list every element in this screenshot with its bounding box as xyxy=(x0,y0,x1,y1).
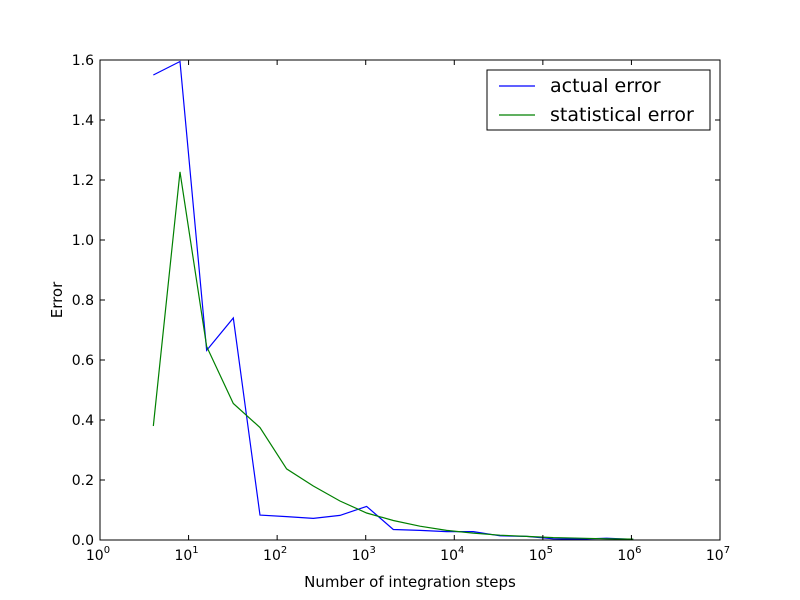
legend: actual error statistical error xyxy=(486,69,711,131)
legend-label-statistical-error: statistical error xyxy=(550,104,694,126)
x-tick-label: 102 xyxy=(263,545,287,564)
x-tick-label-base: 10 xyxy=(529,548,547,564)
y-tick-label: 0.0 xyxy=(72,533,94,549)
y-tick-label: 0.8 xyxy=(72,293,94,309)
y-axis-label: Error xyxy=(48,281,66,318)
legend-box xyxy=(486,69,711,131)
x-tick-label-exponent: 1 xyxy=(192,545,198,556)
y-tick-label: 1.4 xyxy=(72,113,94,129)
x-tick-label-base: 10 xyxy=(352,548,370,564)
x-tick-label-base: 10 xyxy=(617,548,635,564)
x-tick-label: 101 xyxy=(174,545,198,564)
x-tick-label-exponent: 0 xyxy=(104,545,110,556)
y-tick-label: 0.4 xyxy=(72,413,94,429)
ticks-layer: 100 101 102 103 104 105 106 1070.00.20.40.60.81… xyxy=(72,53,730,564)
x-tick-label: 105 xyxy=(529,545,553,564)
x-tick-label-exponent: 5 xyxy=(547,545,553,556)
x-tick-label: 106 xyxy=(617,545,641,564)
series-line-statistical-error xyxy=(152,171,634,540)
y-tick-label: 1.2 xyxy=(72,173,94,189)
legend-label-actual-error: actual error xyxy=(550,75,661,97)
x-tick-label: 100 xyxy=(86,545,110,564)
y-tick-label: 0.6 xyxy=(72,353,94,369)
x-tick-label-exponent: 7 xyxy=(724,545,730,556)
x-tick-label-base: 10 xyxy=(263,548,281,564)
x-tick-label-base: 10 xyxy=(706,548,724,564)
series-layer xyxy=(152,60,634,540)
x-axis-label: Number of integration steps xyxy=(304,573,516,591)
x-tick-label: 107 xyxy=(706,545,730,564)
x-tick-label-base: 10 xyxy=(86,548,104,564)
y-tick-label: 1.6 xyxy=(72,53,94,69)
x-tick-label-exponent: 2 xyxy=(281,545,287,556)
x-tick-label: 103 xyxy=(352,545,376,564)
x-tick-label-exponent: 4 xyxy=(458,545,464,556)
y-tick-label: 0.2 xyxy=(72,473,94,489)
x-tick-label-exponent: 3 xyxy=(369,545,375,556)
x-tick-label: 104 xyxy=(440,545,464,564)
x-tick-label-base: 10 xyxy=(440,548,458,564)
y-tick-label: 1.0 xyxy=(72,233,94,249)
series-line-actual-error xyxy=(153,60,634,540)
x-tick-label-base: 10 xyxy=(174,548,192,564)
plot-area: 100 101 102 103 104 105 106 1070.00.20.40.60.81… xyxy=(72,53,730,564)
x-tick-label-exponent: 6 xyxy=(635,545,641,556)
